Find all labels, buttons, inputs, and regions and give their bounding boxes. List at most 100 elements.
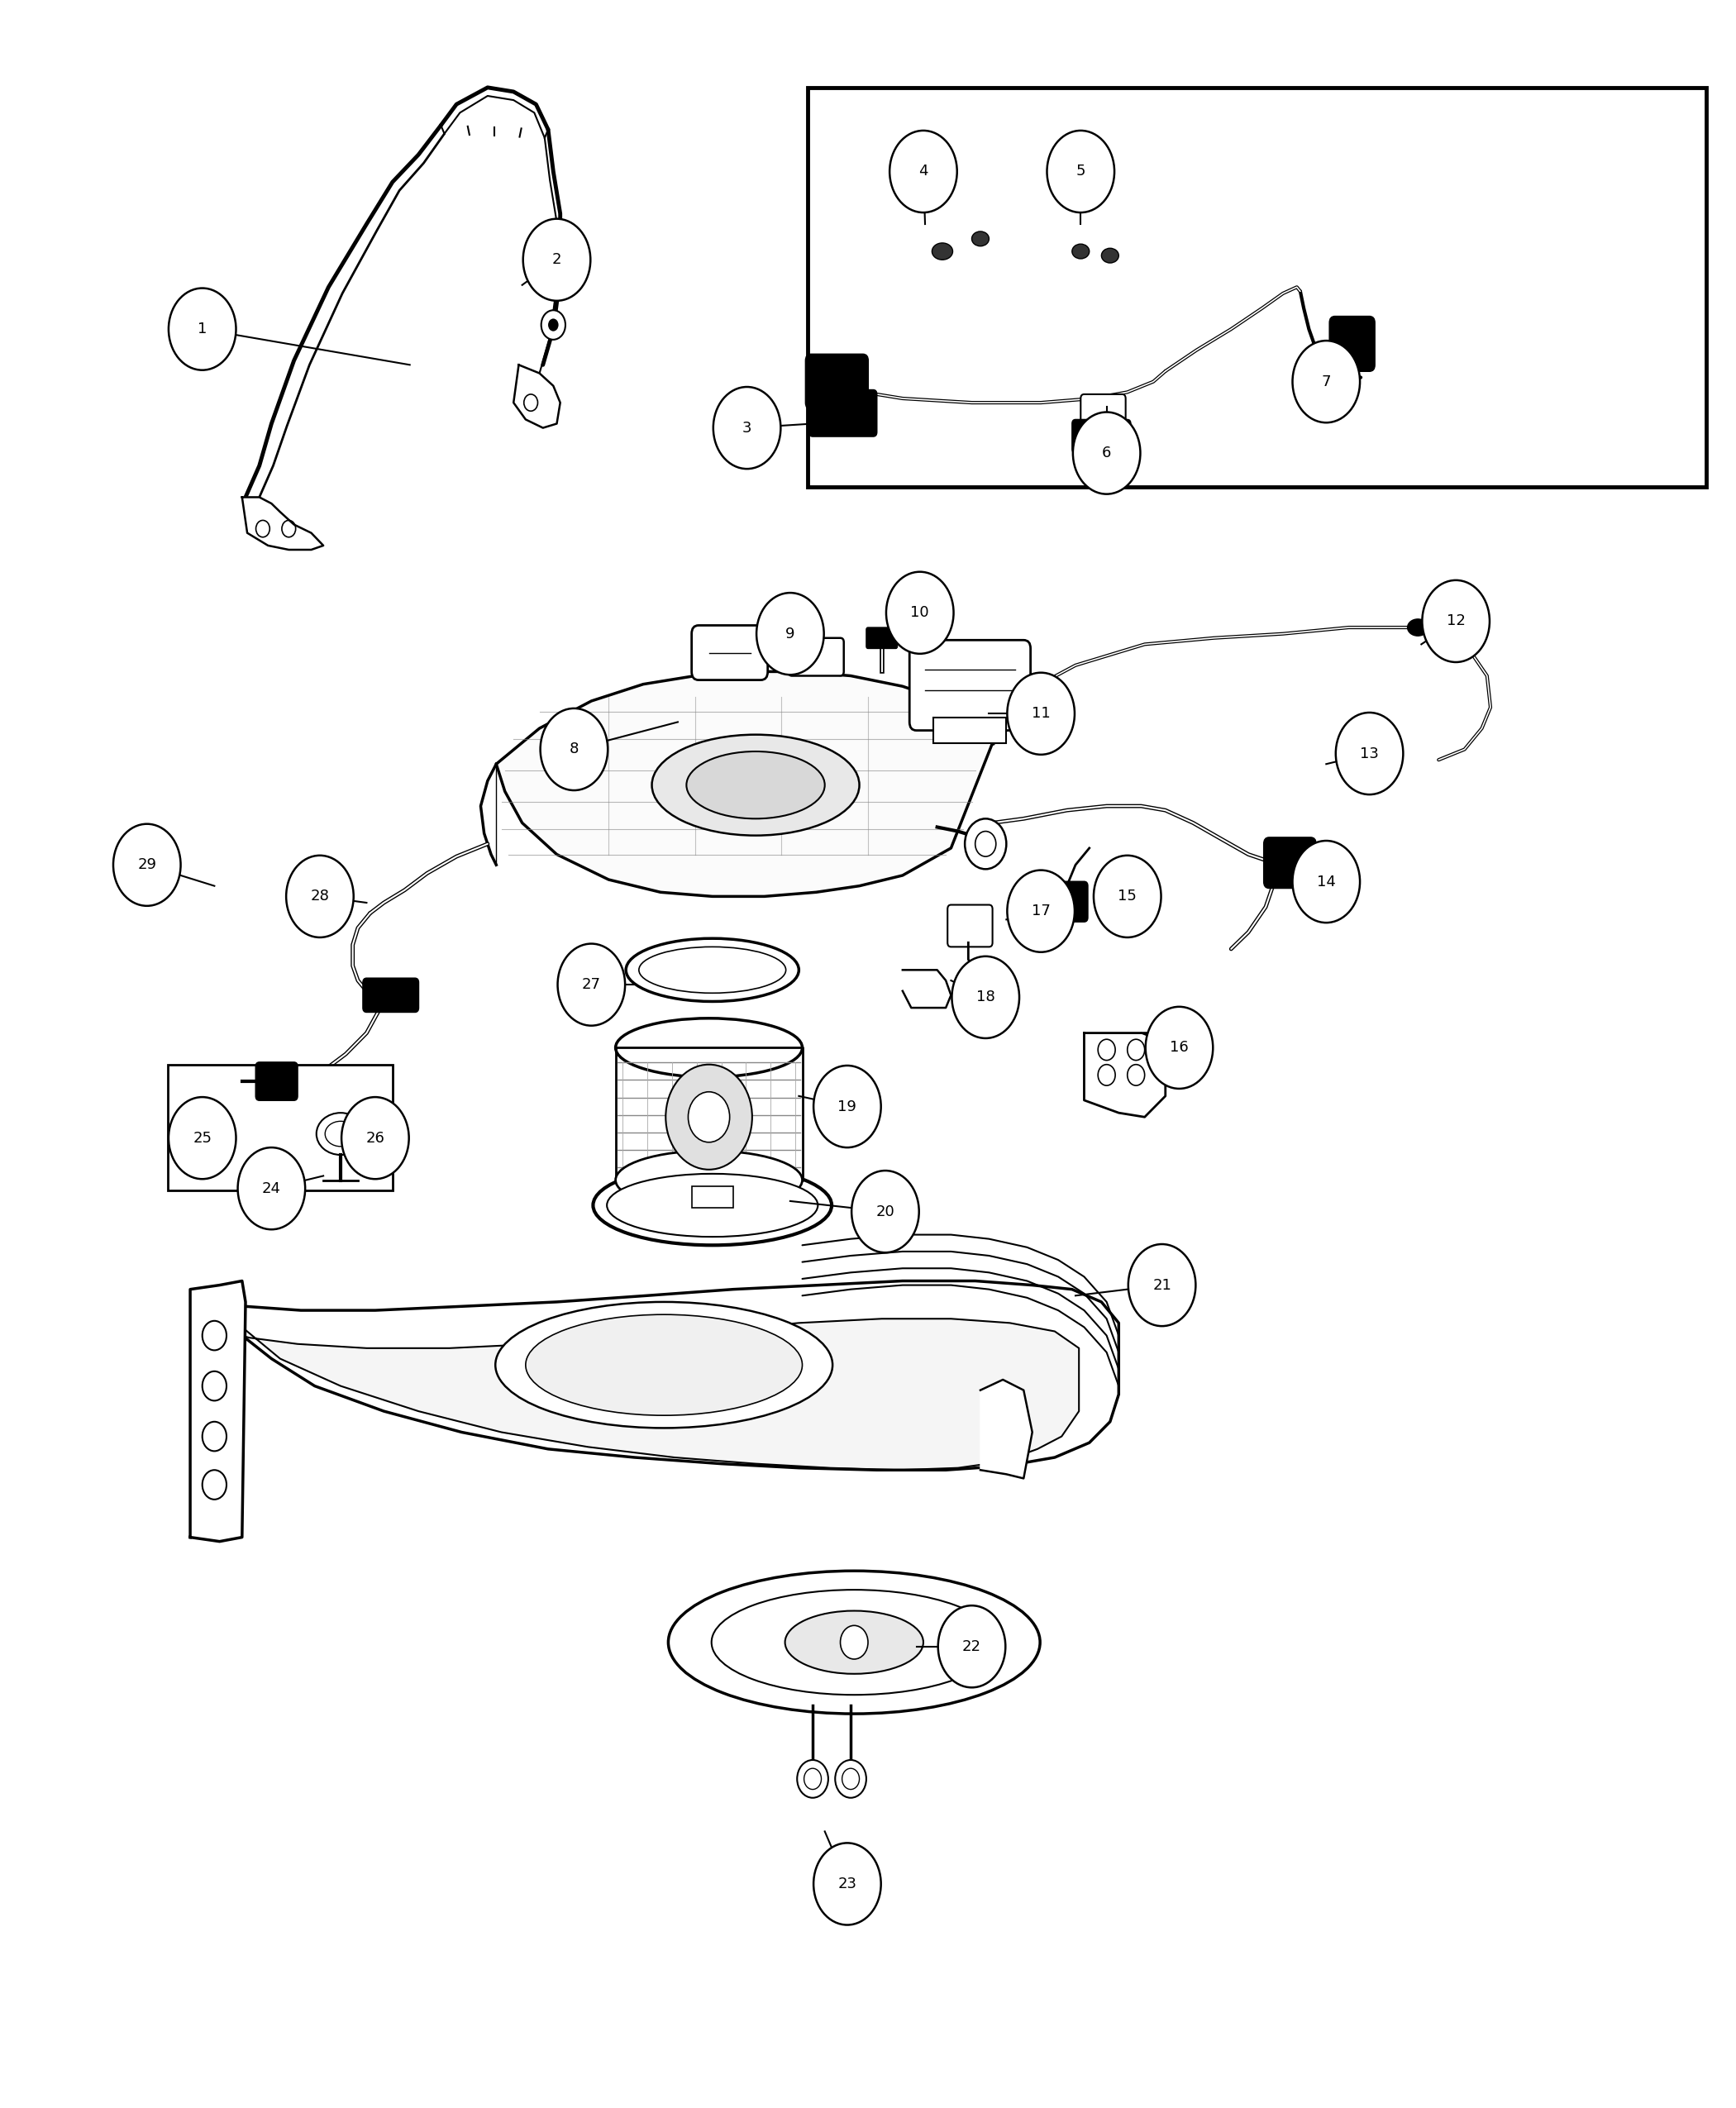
Circle shape [542, 310, 566, 339]
Text: 18: 18 [976, 991, 995, 1006]
Circle shape [665, 1065, 752, 1170]
Circle shape [168, 289, 236, 371]
Circle shape [1073, 411, 1141, 493]
Circle shape [549, 318, 559, 331]
Polygon shape [194, 1282, 1118, 1469]
Ellipse shape [526, 1315, 802, 1414]
Text: 14: 14 [1318, 875, 1335, 890]
FancyBboxPatch shape [1264, 837, 1316, 887]
FancyBboxPatch shape [691, 626, 767, 681]
Circle shape [965, 818, 1007, 868]
Circle shape [1097, 1065, 1115, 1086]
Circle shape [1007, 871, 1075, 953]
Circle shape [1293, 341, 1359, 422]
Ellipse shape [1101, 249, 1118, 264]
Ellipse shape [972, 232, 990, 247]
Circle shape [342, 1096, 410, 1178]
Text: 23: 23 [838, 1876, 858, 1891]
Bar [934, 719, 1007, 742]
FancyBboxPatch shape [948, 904, 993, 946]
Ellipse shape [594, 1166, 832, 1246]
Circle shape [1293, 841, 1359, 923]
Text: 9: 9 [785, 626, 795, 641]
Circle shape [951, 957, 1019, 1039]
FancyBboxPatch shape [866, 628, 898, 649]
Text: 20: 20 [877, 1204, 894, 1218]
Circle shape [937, 1606, 1005, 1689]
Text: 15: 15 [1118, 890, 1137, 904]
Ellipse shape [686, 750, 825, 818]
Circle shape [238, 1147, 306, 1229]
FancyBboxPatch shape [255, 1062, 297, 1100]
Text: 12: 12 [1446, 613, 1465, 628]
Circle shape [840, 1625, 868, 1659]
Text: 24: 24 [262, 1180, 281, 1195]
Ellipse shape [616, 1151, 802, 1210]
Ellipse shape [785, 1611, 924, 1674]
Polygon shape [241, 497, 323, 550]
Polygon shape [514, 365, 561, 428]
Polygon shape [191, 1282, 245, 1541]
Ellipse shape [932, 242, 953, 259]
FancyBboxPatch shape [806, 354, 868, 409]
Text: 4: 4 [918, 164, 929, 179]
Circle shape [335, 1164, 356, 1189]
Ellipse shape [1073, 245, 1088, 259]
Circle shape [814, 1842, 880, 1925]
Circle shape [1128, 1244, 1196, 1326]
Text: 29: 29 [137, 858, 156, 873]
Ellipse shape [495, 1303, 833, 1427]
FancyBboxPatch shape [1330, 316, 1375, 371]
Circle shape [1335, 713, 1403, 795]
Circle shape [1094, 856, 1161, 938]
FancyBboxPatch shape [910, 641, 1031, 731]
Polygon shape [496, 672, 993, 896]
FancyBboxPatch shape [1073, 419, 1130, 453]
Text: 8: 8 [569, 742, 578, 757]
Polygon shape [227, 1320, 1080, 1469]
Circle shape [757, 592, 825, 675]
Ellipse shape [608, 1174, 818, 1237]
Text: 17: 17 [1031, 904, 1050, 919]
Circle shape [1422, 580, 1489, 662]
Circle shape [713, 388, 781, 468]
Circle shape [852, 1170, 918, 1252]
Circle shape [835, 1760, 866, 1798]
Circle shape [797, 1760, 828, 1798]
Text: 3: 3 [743, 419, 752, 436]
Circle shape [113, 824, 181, 906]
Circle shape [1127, 1065, 1144, 1086]
Polygon shape [1085, 1033, 1165, 1117]
Ellipse shape [1408, 620, 1429, 637]
Text: 10: 10 [910, 605, 929, 620]
Circle shape [540, 708, 608, 790]
Circle shape [361, 1164, 382, 1189]
Circle shape [687, 1092, 729, 1143]
Bar [168, 1065, 392, 1191]
Ellipse shape [616, 1018, 802, 1077]
Circle shape [1047, 131, 1115, 213]
Text: 22: 22 [962, 1640, 981, 1655]
Circle shape [1097, 1039, 1115, 1060]
Text: 28: 28 [311, 890, 330, 904]
Text: 25: 25 [193, 1130, 212, 1145]
Circle shape [203, 1372, 226, 1400]
Circle shape [203, 1469, 226, 1499]
Circle shape [203, 1322, 226, 1351]
Circle shape [1127, 1039, 1144, 1060]
Text: 19: 19 [838, 1098, 856, 1113]
Ellipse shape [651, 734, 859, 835]
Polygon shape [981, 1379, 1033, 1478]
Circle shape [1007, 672, 1075, 755]
Text: 13: 13 [1359, 746, 1378, 761]
Circle shape [523, 219, 590, 301]
Circle shape [885, 571, 953, 653]
FancyBboxPatch shape [363, 978, 418, 1012]
Text: 6: 6 [1102, 445, 1111, 460]
FancyBboxPatch shape [1047, 881, 1087, 921]
Ellipse shape [627, 938, 799, 1001]
Circle shape [1146, 1008, 1213, 1088]
Circle shape [814, 1065, 880, 1147]
Circle shape [168, 1096, 236, 1178]
Polygon shape [903, 970, 951, 1008]
